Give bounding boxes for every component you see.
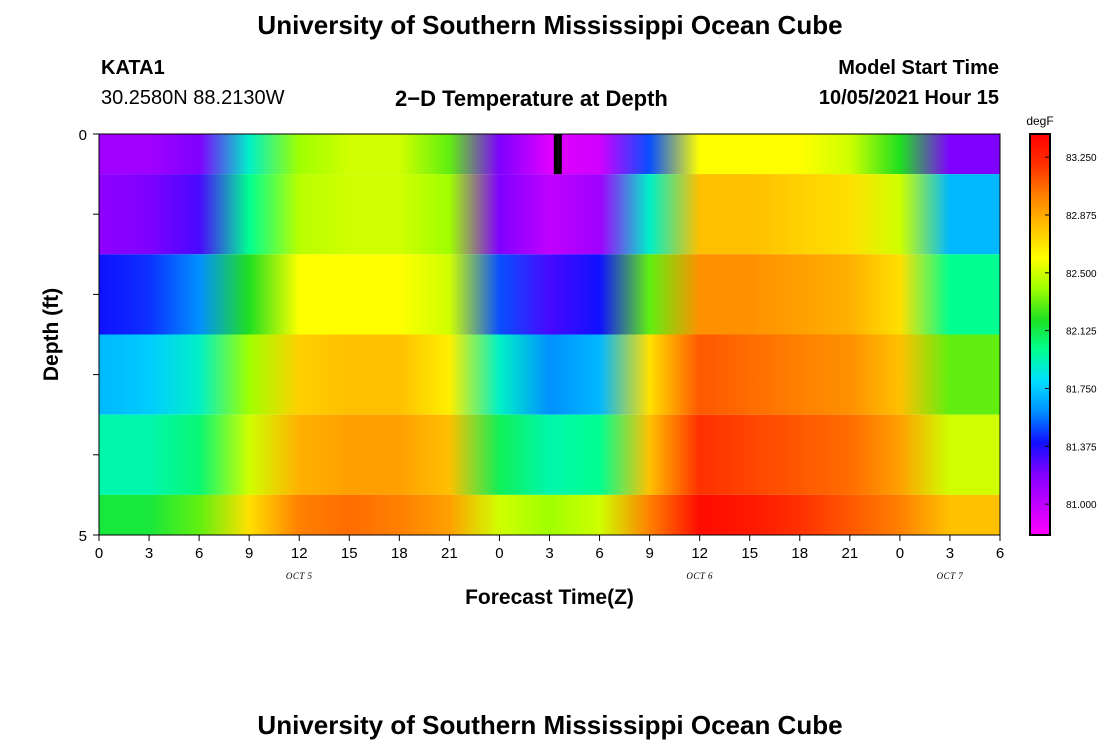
heatmap-cells [99,134,1000,535]
colorbar-scale [1029,133,1051,536]
station-id: KATA1 [101,57,165,79]
page-title-top: University of Southern Mississippi Ocean… [257,10,843,40]
date-label: OCT 5 [286,571,313,581]
colorbar-tick-label: 81.000 [1066,500,1097,511]
x-tick-label: 0 [896,545,904,562]
x-tick-label: 6 [595,545,603,562]
date-label: OCT 7 [937,571,964,581]
colorbar: degF 83.250 82.875 82.500 82.125 81.750 81.375… [1026,114,1097,536]
x-tick-label: 12 [291,545,308,562]
x-tick-label: 18 [391,545,408,562]
x-tick-label: 9 [645,545,653,562]
x-tick-label: 6 [996,545,1004,562]
x-tick-label: 3 [946,545,954,562]
y-tick-label: 5 [79,528,87,545]
heatmap-row-3 [99,334,1000,415]
current-time-marker [553,134,562,175]
colorbar-tick-label: 82.875 [1066,211,1097,222]
colorbar-tick-label: 82.125 [1066,327,1097,338]
x-tick-label: 21 [841,545,858,562]
page-title-bottom: University of Southern Mississippi Ocean… [257,710,843,740]
chart-axes: 0 3 6 9 12 15 18 21 0 3 6 9 12 15 18 21 0 3 6 OCT 5 OCT 6 OCT… [40,127,1004,609]
x-tick-label: 6 [195,545,203,562]
heatmap-row-5 [99,494,1000,535]
colorbar-tick-label: 82.500 [1066,269,1097,280]
x-tick-label: 3 [545,545,553,562]
colorbar-tick-label: 81.375 [1066,442,1097,453]
heatmap-row-0 [99,134,1000,175]
colorbar-tick-label: 81.750 [1066,384,1097,395]
station-coordinates: 30.2580N 88.2130W [101,87,285,109]
x-axis-label: Forecast Time(Z) [465,586,634,609]
heatmap-row-4 [99,414,1000,495]
x-tick-label: 9 [245,545,253,562]
x-tick-label: 0 [495,545,503,562]
colorbar-unit: degF [1026,114,1053,128]
y-axis-label: Depth (ft) [40,288,63,381]
date-label: OCT 6 [686,571,713,581]
heatmap-row-2 [99,254,1000,335]
x-tick-label: 15 [341,545,358,562]
heatmap-row-1 [99,174,1000,255]
chart-title: 2−D Temperature at Depth [395,86,668,111]
x-tick-label: 12 [691,545,708,562]
x-tick-label: 21 [441,545,458,562]
model-start-time: 10/05/2021 Hour 15 [818,87,999,109]
model-start-label: Model Start Time [838,57,999,79]
x-tick-label: 0 [95,545,103,562]
x-tick-label: 3 [145,545,153,562]
x-tick-label: 15 [741,545,758,562]
colorbar-tick-label: 83.250 [1066,153,1097,164]
x-tick-label: 18 [791,545,808,562]
y-tick-label: 0 [79,127,87,144]
